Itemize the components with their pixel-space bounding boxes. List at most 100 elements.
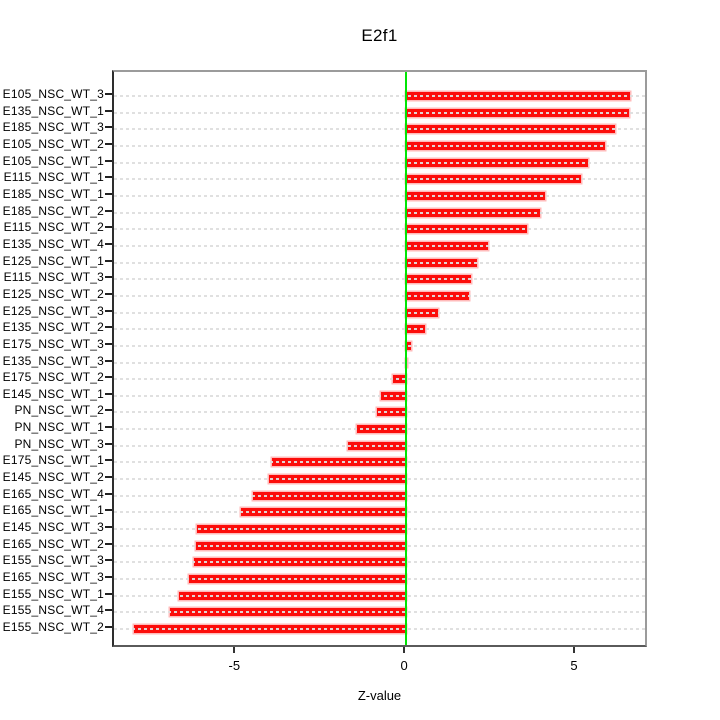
y-axis-tick [105, 259, 112, 262]
grid-line [114, 328, 645, 331]
y-axis-tick [105, 609, 112, 612]
y-axis-tick [105, 542, 112, 545]
grid-line [114, 594, 645, 597]
y-axis-tick [105, 109, 112, 112]
y-axis-tick [105, 442, 112, 445]
y-axis-tick [105, 592, 112, 595]
y-axis-label: E175_NSC_WT_2 [2, 370, 104, 385]
y-axis-label: E115_NSC_WT_3 [3, 270, 104, 285]
y-axis-tick [105, 376, 112, 379]
y-axis-tick [105, 559, 112, 562]
y-axis-tick [105, 576, 112, 579]
y-axis-tick [105, 176, 112, 179]
grid-line [114, 378, 645, 381]
grid-line [114, 511, 645, 514]
x-axis-tick-label: 5 [570, 658, 578, 673]
y-axis-label: E155_NSC_WT_3 [2, 553, 104, 568]
y-axis-label: E175_NSC_WT_3 [2, 336, 104, 351]
grid-line [114, 278, 645, 281]
y-axis-tick [105, 242, 112, 245]
grid-line [114, 561, 645, 564]
grid-line [114, 244, 645, 247]
chart-title: E2f1 [361, 26, 398, 45]
y-axis-tick [105, 309, 112, 312]
x-axis-tick [233, 647, 236, 653]
y-axis-tick [105, 276, 112, 279]
y-axis-label: E165_NSC_WT_4 [2, 486, 104, 501]
y-axis-label: E145_NSC_WT_1 [2, 386, 104, 401]
y-axis-tick [105, 192, 112, 195]
grid-line [114, 494, 645, 497]
y-axis-tick [105, 509, 112, 512]
grid-line [114, 628, 645, 630]
y-axis-tick [105, 226, 112, 229]
y-axis-label: E155_NSC_WT_4 [2, 603, 104, 618]
y-axis-tick [105, 142, 112, 145]
y-axis-label: E145_NSC_WT_3 [2, 520, 104, 535]
grid-line [114, 144, 645, 147]
x-axis-tick-label: 0 [400, 658, 408, 673]
y-axis-label: E115_NSC_WT_1 [3, 170, 104, 185]
grid-line [114, 311, 645, 314]
grid-line [114, 261, 645, 264]
y-axis-tick [105, 392, 112, 395]
y-axis-label: E105_NSC_WT_1 [2, 153, 104, 168]
zero-line [405, 72, 408, 645]
y-axis-tick [105, 126, 112, 129]
y-axis-label: E125_NSC_WT_3 [2, 303, 104, 318]
x-axis-tick-label: -5 [228, 658, 241, 673]
y-axis-label: PN_NSC_WT_2 [14, 403, 104, 418]
grid-line [114, 461, 645, 464]
plot-area [112, 70, 647, 647]
y-axis-tick [105, 626, 112, 628]
y-axis-tick [105, 426, 112, 429]
y-axis-label: E135_NSC_WT_2 [2, 320, 104, 335]
x-axis-tick [403, 647, 406, 653]
grid-line [114, 611, 645, 614]
y-axis-label: PN_NSC_WT_1 [14, 420, 104, 435]
x-axis-tick [572, 647, 575, 653]
y-axis-label: E135_NSC_WT_4 [2, 236, 104, 251]
grid-line [114, 228, 645, 231]
grid-line [114, 344, 645, 347]
grid-line [114, 211, 645, 214]
y-axis-label: E135_NSC_WT_3 [2, 353, 104, 368]
y-axis-tick [105, 359, 112, 362]
y-axis-label: E165_NSC_WT_2 [2, 536, 104, 551]
y-axis-label: E155_NSC_WT_1 [2, 586, 104, 601]
y-axis-label: E175_NSC_WT_1 [2, 453, 104, 468]
y-axis-tick [105, 459, 112, 462]
grid-line [114, 428, 645, 431]
grid-line [114, 95, 645, 97]
grid-line [114, 578, 645, 581]
y-axis-label: E135_NSC_WT_1 [2, 103, 104, 118]
y-axis-tick [105, 292, 112, 295]
y-axis-label: E185_NSC_WT_1 [2, 186, 104, 201]
y-axis-tick [105, 159, 112, 162]
y-axis-label: E105_NSC_WT_3 [2, 87, 104, 101]
y-axis-tick [105, 342, 112, 345]
grid-line [114, 544, 645, 547]
y-axis-label: E155_NSC_WT_2 [2, 620, 104, 634]
y-axis-label: E125_NSC_WT_1 [2, 253, 104, 268]
y-axis-label: E165_NSC_WT_3 [2, 570, 104, 585]
grid-line [114, 294, 645, 297]
grid-line [114, 178, 645, 181]
y-axis-tick [105, 209, 112, 212]
y-axis-label: E115_NSC_WT_2 [3, 220, 104, 235]
grid-line [114, 361, 645, 364]
grid-line [114, 528, 645, 531]
grid-line [114, 194, 645, 197]
y-axis-label: PN_NSC_WT_3 [14, 436, 104, 451]
y-axis-tick [105, 93, 112, 95]
y-axis-label: E185_NSC_WT_3 [2, 120, 104, 135]
grid-line [114, 111, 645, 114]
grid-line [114, 411, 645, 414]
y-axis-tick [105, 526, 112, 529]
grid-line [114, 161, 645, 164]
y-axis-label: E125_NSC_WT_2 [2, 286, 104, 301]
y-axis-tick [105, 409, 112, 412]
x-axis-label: Z-value [357, 688, 402, 703]
y-axis-label: E165_NSC_WT_1 [2, 503, 104, 518]
